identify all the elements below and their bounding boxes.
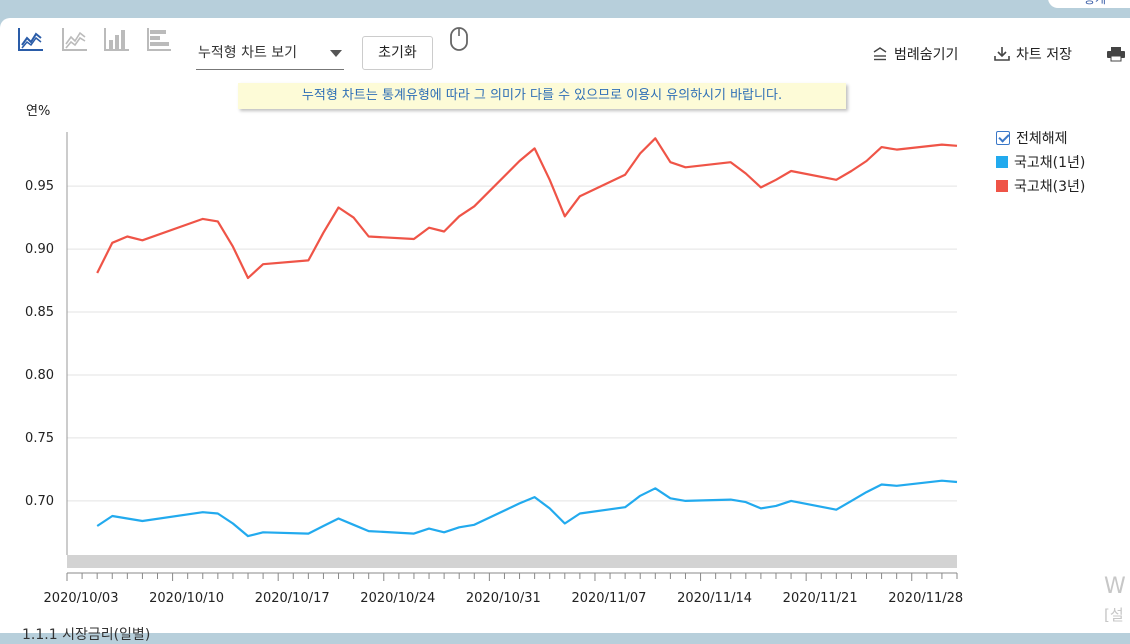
print-icon — [1107, 47, 1125, 62]
chevron-down-icon — [330, 50, 342, 57]
legend-hide-label: 범례숨기기 — [894, 47, 959, 63]
corner-tab[interactable]: 통계 — [1048, 0, 1130, 8]
checkbox-checked-icon — [996, 131, 1010, 145]
series-line-3y — [96, 137, 958, 280]
legend-swatch-1y — [996, 156, 1008, 168]
legend-hide-icon — [873, 47, 887, 61]
x-tick-label: 2020/10/10 — [149, 591, 224, 606]
chart-type-select-value: 누적형 차트 보기 — [198, 45, 298, 61]
line-chart-icon[interactable] — [16, 24, 46, 54]
legend-item-3y[interactable]: 국고채(3년) — [996, 174, 1085, 198]
y-axis-unit-label: 연% — [26, 104, 51, 119]
legend-toggle-all[interactable]: 전체해제 — [996, 126, 1085, 150]
reset-button[interactable]: 초기화 — [362, 36, 433, 70]
watermark-subtext: [설 — [1104, 606, 1124, 624]
mouse-icon[interactable] — [444, 24, 474, 54]
y-tick-label: 0.85 — [25, 305, 54, 320]
y-tick-label: 0.90 — [25, 242, 54, 257]
range-scrollbar — [67, 555, 957, 568]
legend-swatch-3y — [996, 180, 1008, 192]
save-chart-label: 차트 저장 — [1016, 47, 1072, 63]
watermark-text: W — [1104, 574, 1126, 599]
x-tick-label: 2020/10/17 — [255, 591, 330, 606]
download-icon — [994, 47, 1010, 61]
save-chart-button[interactable]: 차트 저장 — [994, 44, 1072, 64]
top-background-strip — [0, 0, 1130, 20]
x-tick-label: 2020/11/28 — [888, 591, 963, 606]
x-tick-label: 2020/10/24 — [360, 591, 435, 606]
x-tick-label: 2020/10/31 — [466, 591, 541, 606]
y-tick-label: 0.80 — [25, 368, 54, 383]
chart-panel — [0, 18, 1130, 633]
x-tick-label: 2020/11/14 — [677, 591, 752, 606]
x-tick-label: 2020/10/03 — [44, 591, 119, 606]
legend: 전체해제 국고채(1년) 국고채(3년) — [996, 126, 1085, 198]
corner-tab-label: 통계 — [1084, 0, 1106, 6]
series-line-1y — [96, 479, 958, 538]
multi-line-chart-icon[interactable] — [60, 24, 90, 54]
y-tick-label: 0.75 — [25, 431, 54, 446]
legend-hide-button[interactable]: 범례숨기기 — [872, 44, 958, 64]
y-tick-label: 0.95 — [25, 179, 54, 194]
legend-label-1y: 국고채(1년) — [1014, 155, 1086, 171]
chart-type-select[interactable]: 누적형 차트 보기 — [196, 36, 344, 70]
horizontal-bar-chart-icon[interactable] — [144, 24, 174, 54]
legend-toggle-all-label: 전체해제 — [1016, 131, 1068, 147]
y-tick-label: 0.70 — [25, 494, 54, 509]
stacked-chart-notice: 누적형 차트는 통계유형에 따라 그 의미가 다를 수 있으므로 이용시 유의하… — [238, 83, 846, 109]
section-heading: 1.1.1 시장금리(일별) — [22, 627, 151, 643]
x-tick-label: 2020/11/07 — [571, 591, 646, 606]
legend-label-3y: 국고채(3년) — [1014, 179, 1086, 195]
legend-item-1y[interactable]: 국고채(1년) — [996, 150, 1085, 174]
bar-chart-icon[interactable] — [102, 24, 132, 54]
print-button[interactable] — [1106, 44, 1126, 64]
x-tick-label: 2020/11/21 — [783, 591, 858, 606]
